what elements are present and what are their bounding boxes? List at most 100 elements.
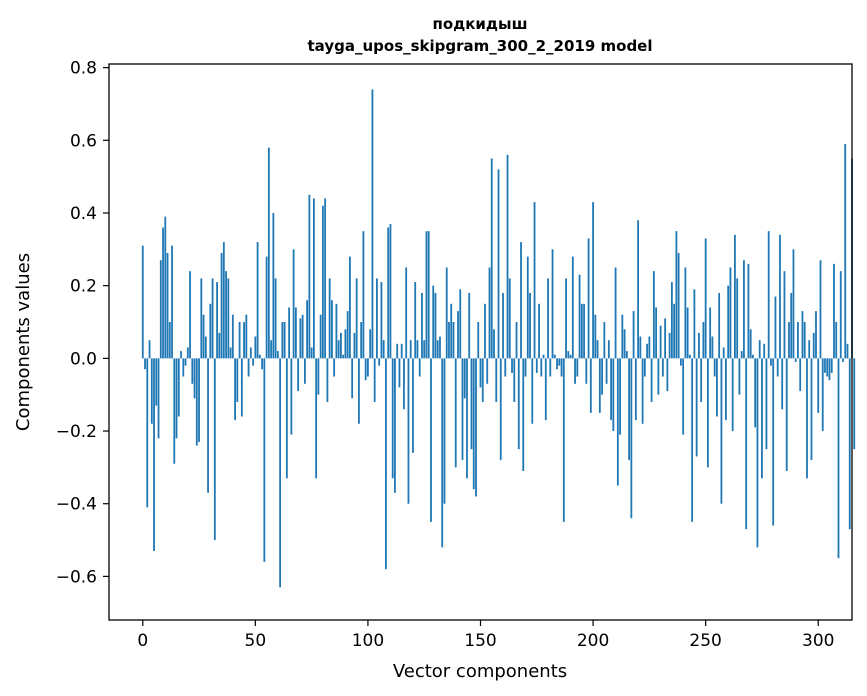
bar [166, 252, 169, 359]
bar [702, 322, 705, 359]
bar [839, 271, 842, 359]
bar [364, 358, 367, 381]
bar [713, 358, 716, 377]
bar [846, 343, 849, 359]
bar [351, 358, 354, 399]
bar [267, 147, 270, 359]
bar [652, 271, 655, 359]
bar [202, 314, 205, 359]
bar [558, 358, 561, 366]
x-tick-label: 50 [245, 631, 267, 651]
bar [229, 347, 232, 359]
bar [533, 202, 536, 359]
bar [231, 314, 234, 359]
bar [821, 358, 824, 432]
bar [526, 256, 529, 359]
bar [254, 336, 257, 359]
bar [358, 358, 360, 424]
bar [238, 322, 241, 359]
bar [677, 252, 680, 359]
bar [722, 347, 725, 359]
bar [481, 358, 484, 402]
bar [718, 292, 721, 359]
bar [826, 358, 829, 377]
bar [416, 340, 419, 359]
bar [824, 358, 826, 373]
bar [698, 332, 700, 359]
bar [551, 249, 554, 359]
bar [835, 322, 838, 359]
bar [398, 358, 401, 388]
bar [225, 271, 227, 359]
bar [328, 278, 331, 359]
bar [499, 358, 502, 461]
bar [765, 358, 768, 450]
bar [477, 322, 480, 359]
bar [619, 358, 621, 435]
bar [547, 278, 549, 359]
bar [812, 332, 815, 359]
y-tick-label: −0.2 [56, 422, 97, 442]
bar [249, 347, 252, 359]
bar [716, 358, 718, 417]
bar [524, 358, 527, 377]
bar [810, 358, 813, 461]
bar [623, 329, 626, 359]
bar [240, 358, 243, 417]
bar [580, 303, 583, 359]
bar [749, 329, 752, 359]
bar [234, 358, 236, 421]
bar [801, 311, 804, 359]
bar [842, 358, 844, 362]
bar [540, 358, 543, 377]
bar [276, 351, 279, 359]
bar [220, 252, 223, 359]
bar [414, 282, 417, 359]
bar [434, 292, 437, 359]
bar [495, 358, 498, 402]
bar [189, 271, 191, 359]
bar [657, 358, 660, 395]
bar [506, 154, 509, 359]
bar [193, 358, 196, 399]
bar [583, 303, 585, 359]
bar [227, 278, 230, 359]
bar [385, 358, 387, 570]
bar [294, 307, 297, 359]
bar [342, 354, 345, 359]
bar [450, 303, 453, 359]
bar [445, 267, 448, 359]
bar [177, 358, 180, 417]
bar [504, 358, 507, 377]
bar [594, 314, 597, 359]
bar [614, 267, 617, 359]
bar [452, 322, 455, 359]
bar [421, 292, 423, 359]
bar [369, 329, 372, 359]
bar [529, 292, 531, 359]
bar [454, 358, 457, 468]
bar [679, 358, 682, 366]
bar [281, 322, 284, 359]
bar-series [141, 89, 856, 588]
bar [376, 278, 378, 359]
bar [335, 303, 338, 359]
chart-subtitle: tayga_upos_skipgram_300_2_2019 model [308, 37, 653, 55]
bar [788, 322, 790, 359]
bar [436, 340, 439, 359]
bar [695, 358, 698, 457]
bar [596, 340, 599, 359]
bar [592, 202, 594, 359]
bar [378, 358, 381, 366]
bar [141, 245, 144, 359]
bar [340, 332, 342, 359]
bar [326, 358, 329, 402]
bar [389, 223, 392, 359]
bar [511, 358, 513, 373]
bar [729, 267, 732, 359]
bar [752, 354, 754, 359]
bar [655, 307, 658, 359]
bar [380, 282, 383, 359]
bar [693, 289, 696, 359]
bar [783, 271, 786, 359]
